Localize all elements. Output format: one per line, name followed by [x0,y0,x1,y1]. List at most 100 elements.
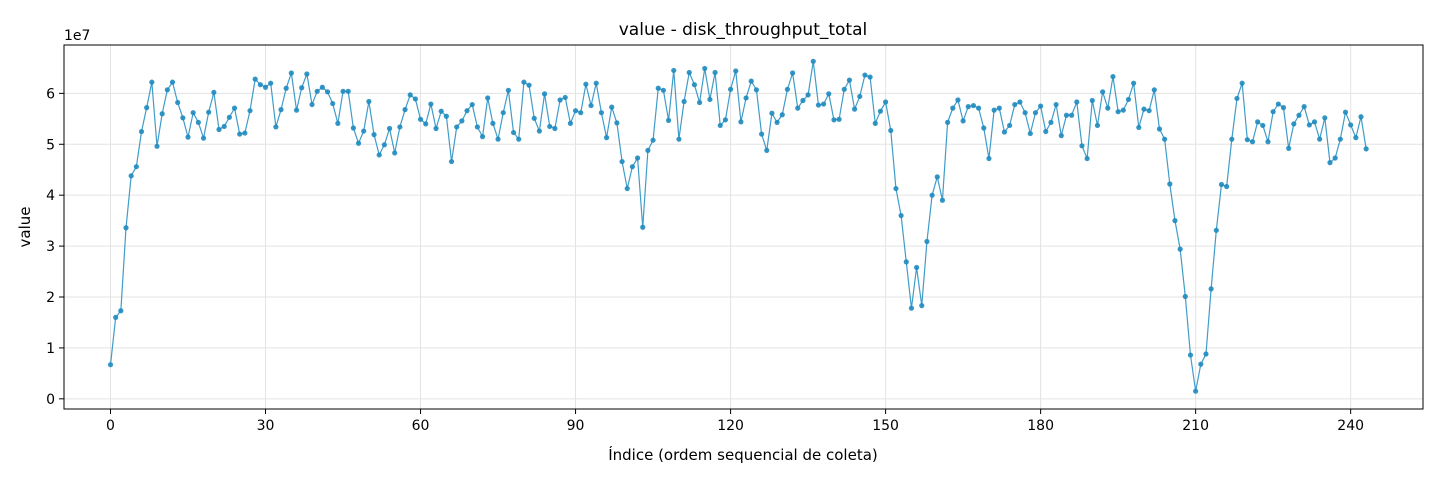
data-point [443,113,449,119]
data-point [1260,122,1266,129]
data-point [118,308,124,314]
data-point [371,132,377,138]
data-point [836,116,842,122]
data-point [417,116,424,122]
data-point [1115,109,1121,115]
data-point [976,105,982,111]
data-point [578,110,584,116]
y-axis-label: value [16,207,34,248]
data-point [1043,128,1049,135]
data-point [702,65,708,72]
data-point [1255,119,1261,125]
data-point [924,238,930,245]
data-point [1125,96,1132,103]
data-point [557,97,563,103]
data-point [934,174,940,180]
data-point [1032,110,1039,116]
data-point [945,119,951,125]
data-point [154,143,160,149]
data-point [345,88,351,94]
data-point [195,119,201,125]
data-point [257,82,263,88]
data-point [268,80,274,86]
data-point [1311,119,1318,125]
data-point [1218,181,1225,188]
data-point [495,136,501,142]
y-offset-text: 1e7 [64,28,90,44]
data-point [1208,286,1214,292]
data-point [950,105,956,111]
data-point [1337,136,1343,142]
data-point [800,97,806,104]
data-point [1069,112,1075,118]
data-point [521,79,527,85]
data-point [1286,145,1292,151]
data-point [991,107,997,113]
data-point [433,125,439,132]
data-point [955,97,961,103]
data-point [774,119,780,125]
data-point [402,107,408,113]
data-point [381,142,387,148]
data-point [671,67,677,74]
data-point [1296,112,1302,118]
data-point [180,115,186,121]
data-point [877,108,884,114]
data-point [397,124,403,130]
data-point [650,137,656,143]
data-point [629,164,636,170]
y-axis: 0 1 2 3 4 5 6 [46,86,64,408]
data-point [133,164,139,170]
data-point [562,94,568,101]
data-point [304,71,310,77]
data-point [231,105,238,111]
data-point [970,102,977,109]
data-point [1012,101,1018,108]
data-point [516,136,522,142]
data-point [1001,129,1008,135]
data-point [603,135,610,141]
data-point [330,100,336,107]
data-point [366,98,372,105]
x-tick-label: 30 [257,418,275,434]
data-point [175,99,181,106]
data-point [448,158,455,165]
data-point [748,78,754,84]
y-tick-label: 6 [46,86,55,102]
data-point [707,96,713,103]
data-point [552,125,558,132]
gridlines [64,45,1423,409]
data-point [619,158,625,165]
data-point [753,87,760,93]
data-point [593,80,599,86]
data-point [1342,109,1349,115]
data-point [247,108,253,114]
data-point [474,124,480,130]
data-point [123,225,129,231]
data-point [355,140,362,146]
data-point [815,102,822,108]
data-point [407,92,413,98]
data-point [1131,80,1137,86]
data-point [1074,99,1080,105]
data-point [469,101,475,108]
data-point [1291,121,1297,127]
x-tick-label: 180 [1027,418,1054,434]
data-point [164,87,170,93]
data-point [283,85,289,91]
data-point [1322,115,1328,121]
data-point [138,128,145,135]
data-point [609,104,615,110]
data-point [459,118,465,124]
series-layer [107,58,1369,394]
data-point [510,129,517,136]
data-point [536,128,542,134]
data-point [1332,155,1338,161]
data-point [1053,101,1059,108]
data-point [758,131,765,137]
data-point [324,89,331,95]
data-point [490,120,496,126]
data-point [1146,108,1152,114]
series-line [109,60,1367,392]
